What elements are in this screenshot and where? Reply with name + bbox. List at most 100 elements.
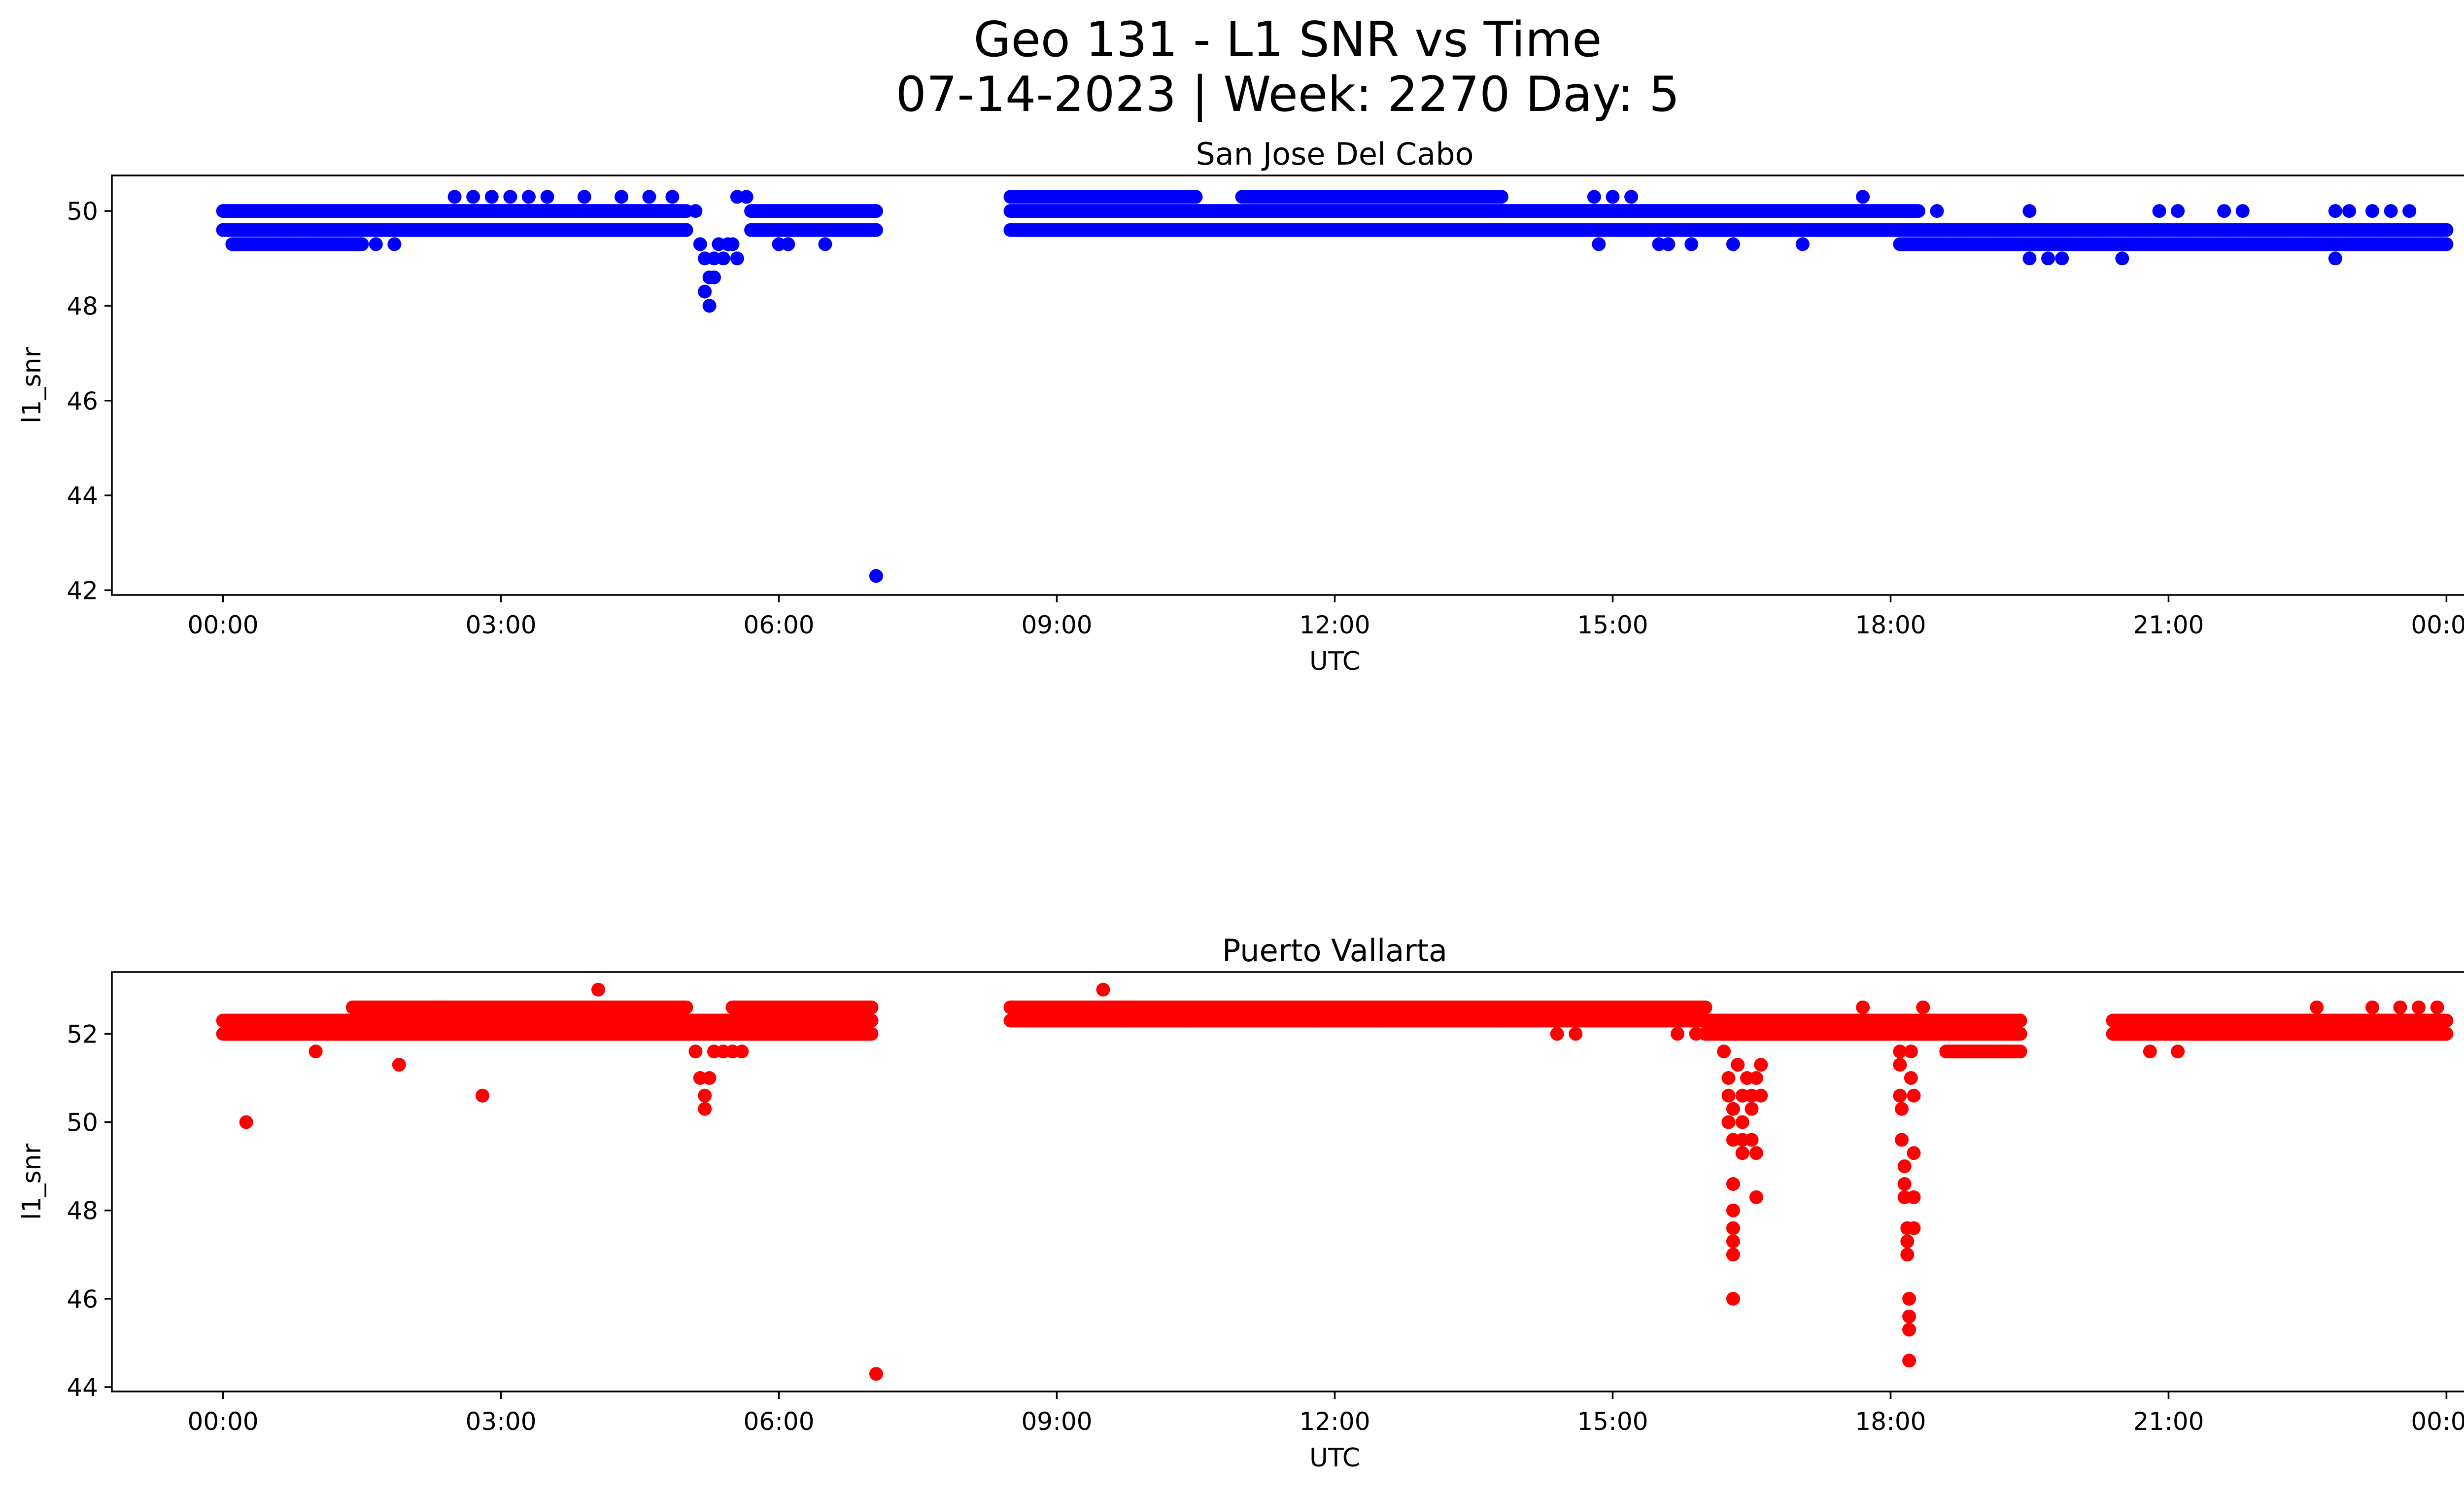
data-point: [2328, 251, 2342, 266]
data-point: [1309, 223, 1323, 237]
data-point: [1606, 190, 1620, 204]
data-points: [216, 982, 2454, 1381]
x-tick-label: 06:00: [743, 611, 814, 639]
data-point: [466, 190, 480, 204]
data-point: [1795, 237, 1810, 251]
data-point: [642, 190, 656, 204]
data-point: [707, 270, 721, 284]
x-tick-label: 21:00: [2133, 611, 2204, 639]
data-point: [1726, 237, 1740, 251]
data-point: [383, 204, 397, 218]
data-point: [1272, 223, 1286, 237]
data-point: [2365, 204, 2379, 218]
data-point: [679, 223, 693, 237]
data-point: [2115, 251, 2129, 266]
data-point: [1346, 223, 1361, 237]
data-point: [2022, 251, 2037, 266]
x-tick-label: 00:00: [188, 611, 259, 639]
data-point: [864, 1027, 879, 1041]
data-point: [2439, 223, 2454, 237]
data-point: [1930, 204, 1944, 218]
figure-title: Geo 131 - L1 SNR vs Time: [973, 12, 1602, 68]
data-point: [698, 284, 712, 299]
data-point: [716, 251, 730, 266]
data-point: [2384, 204, 2398, 218]
chart-panel-1: San Jose Del Cabo 00:00 03:00 06:00 09:00 12:…: [17, 136, 2464, 676]
figure-subtitle: 07-14-2023 | Week: 2270 Day: 5: [895, 67, 1680, 123]
data-point: [1096, 190, 1110, 204]
data-point: [1592, 237, 1606, 251]
data-point: [615, 190, 628, 204]
data-point: [2342, 204, 2356, 218]
data-point: [869, 204, 883, 218]
data-point: [1661, 237, 1676, 251]
data-point: [2171, 204, 2185, 218]
y-tick-label: 42: [67, 576, 98, 605]
data-point: [2055, 251, 2069, 266]
data-point: [387, 237, 402, 251]
x-tick-label: 12:00: [1299, 611, 1370, 639]
data-point: [2041, 251, 2055, 266]
x-tick-label: 09:00: [1021, 611, 1092, 639]
data-point: [869, 569, 883, 583]
data-point: [522, 190, 536, 204]
data-point: [447, 190, 462, 204]
data-point: [869, 223, 883, 237]
data-point: [693, 237, 707, 251]
x-tick-label: 03:00: [466, 611, 537, 639]
data-point: [679, 1000, 693, 1014]
data-point: [2402, 204, 2417, 218]
subplot-title: San Jose Del Cabo: [1196, 136, 1473, 172]
data-point: [2152, 204, 2166, 218]
data-point: [1179, 190, 1194, 204]
data-point: [577, 190, 591, 204]
data-point: [1587, 190, 1601, 204]
data-point: [688, 204, 703, 218]
data-point: [337, 204, 350, 218]
y-axis-label: l1_snr: [17, 347, 47, 423]
data-point: [364, 204, 378, 218]
data-point: [248, 204, 263, 218]
data-point: [2439, 237, 2454, 251]
x-tick-label: 00:00: [2411, 611, 2464, 639]
y-tick-label: 46: [67, 387, 98, 416]
data-point: [1856, 190, 1870, 204]
data-point: [221, 204, 235, 218]
data-point: [540, 190, 554, 204]
data-point: [818, 237, 832, 251]
x-tick-label: 18:00: [1855, 611, 1926, 639]
y-tick-label: 50: [67, 197, 98, 226]
data-point: [1684, 237, 1699, 251]
data-point: [1624, 190, 1639, 204]
data-point: [355, 237, 369, 251]
y-tick-label: 48: [67, 292, 98, 320]
data-point: [2217, 204, 2231, 218]
data-point: [864, 1013, 879, 1028]
subplot-title: Puerto Vallarta: [1222, 933, 1447, 969]
data-point: [781, 237, 795, 251]
y-tick-label: 44: [67, 482, 98, 510]
data-point: [2022, 204, 2037, 218]
data-point: [2235, 204, 2250, 218]
data-point: [2328, 204, 2342, 218]
data-point: [730, 251, 744, 266]
x-axis-label: UTC: [1309, 647, 1360, 676]
data-point: [739, 190, 753, 204]
data-point: [304, 204, 318, 218]
x-tick-label: 15:00: [1577, 611, 1648, 639]
data-point: [369, 237, 383, 251]
data-point: [503, 190, 517, 204]
data-point: [262, 204, 276, 218]
data-points: [216, 190, 2454, 583]
data-point: [1911, 204, 1925, 218]
data-point: [864, 1000, 879, 1014]
data-point: [1388, 223, 1402, 237]
data-point: [1365, 223, 1379, 237]
data-point: [725, 237, 740, 251]
data-point: [1494, 190, 1508, 204]
data-point: [665, 190, 680, 204]
data-point: [484, 190, 499, 204]
